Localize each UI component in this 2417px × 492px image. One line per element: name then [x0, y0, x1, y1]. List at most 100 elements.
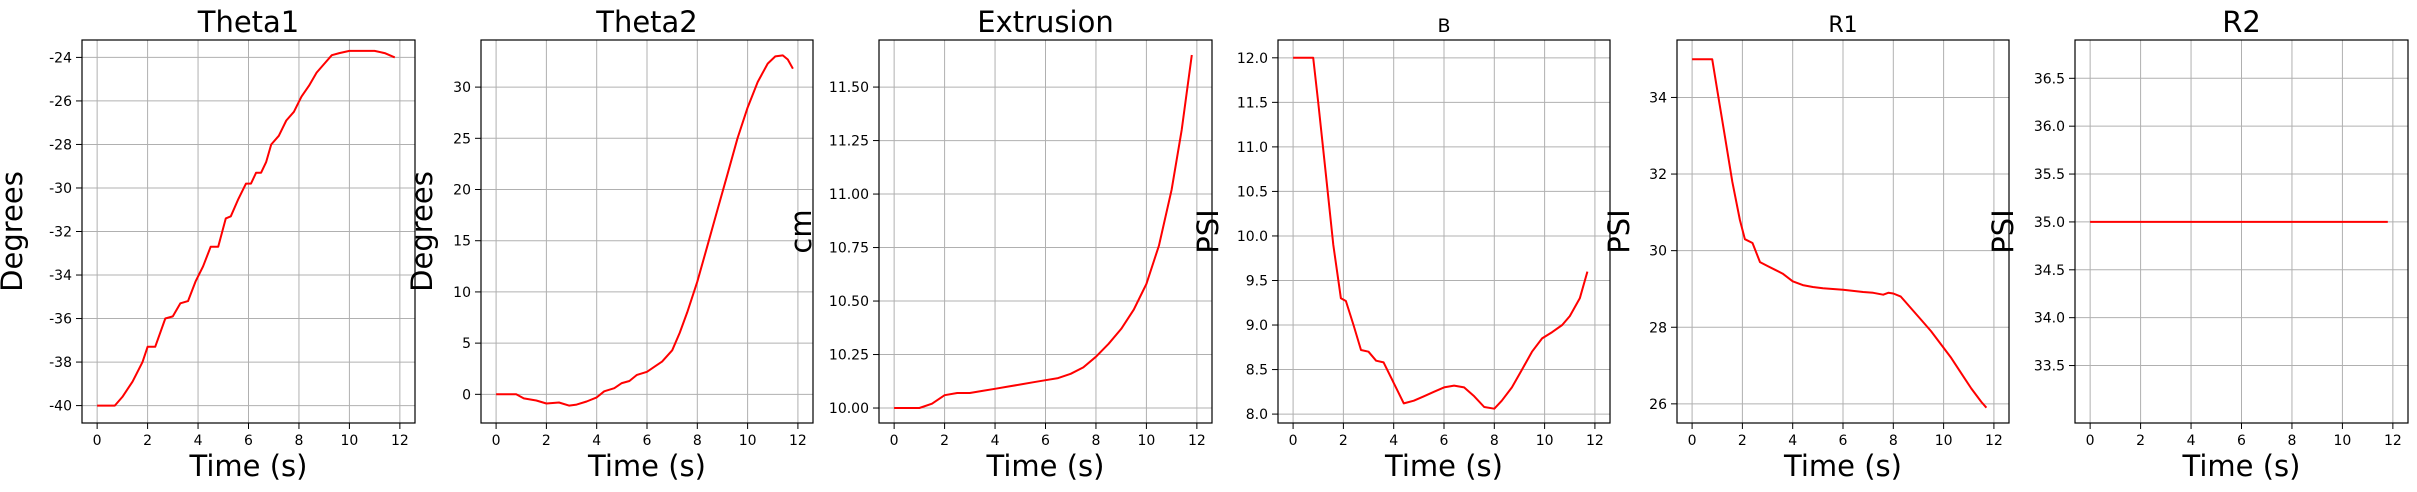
x-tick-label: 4	[592, 433, 601, 449]
x-tick-label: 2	[143, 433, 152, 449]
y-tick-label: -32	[49, 225, 72, 241]
x-tick-label: 2	[940, 433, 949, 449]
x-tick-label: 0	[93, 433, 102, 449]
x-tick-label: 10	[1935, 433, 1953, 449]
y-tick-label: -36	[49, 312, 72, 328]
series-line	[97, 49, 396, 407]
x-tick-label: 6	[1041, 433, 1050, 449]
y-axis-label: PSI	[1191, 209, 1225, 253]
y-tick-label: 34	[1649, 90, 1667, 106]
chart-title: R1	[1828, 13, 1857, 38]
y-tick-label: -26	[49, 94, 72, 110]
y-tick-label: 36.0	[2034, 119, 2065, 135]
x-tick-label: 6	[2237, 433, 2246, 449]
x-tick-label: 2	[2136, 433, 2145, 449]
y-tick-label: 10	[453, 285, 471, 301]
y-tick-label: 28	[1649, 320, 1667, 336]
y-tick-label: 34.5	[2034, 263, 2065, 279]
y-axis-label: PSI	[1986, 209, 2020, 253]
y-tick-label: -40	[49, 399, 72, 415]
y-axis-label: Degrees	[405, 171, 439, 292]
y-tick-label: 8.0	[1246, 407, 1268, 423]
y-tick-label: 12.0	[1237, 51, 1268, 67]
y-tick-label: 9.0	[1246, 318, 1268, 334]
chart-title: Theta1	[197, 5, 300, 39]
x-tick-label: 2	[542, 433, 551, 449]
x-tick-label: 12	[1985, 433, 2003, 449]
x-tick-label: 0	[1289, 433, 1298, 449]
x-tick-label: 8	[693, 433, 702, 449]
x-tick-label: 6	[643, 433, 652, 449]
chart-title: B	[1437, 15, 1450, 37]
x-axis-label: Time (s)	[189, 449, 308, 483]
x-axis-label: Time (s)	[986, 449, 1105, 483]
y-tick-label: 11.5	[1237, 95, 1268, 111]
x-tick-label: 12	[1586, 433, 1604, 449]
x-tick-label: 2	[1339, 433, 1348, 449]
x-tick-label: 4	[194, 433, 203, 449]
x-tick-label: 10	[1536, 433, 1554, 449]
y-tick-label: 10.00	[829, 401, 869, 417]
series-line	[894, 54, 1193, 409]
x-tick-label: 4	[1389, 433, 1398, 449]
chart-title: Extrusion	[977, 5, 1113, 39]
x-tick-label: 12	[391, 433, 409, 449]
y-tick-label: -34	[49, 268, 72, 284]
series-line	[496, 54, 794, 407]
x-tick-label: 4	[1788, 433, 1797, 449]
y-tick-label: -28	[49, 137, 72, 153]
x-axis-label: Time (s)	[1783, 449, 1902, 483]
y-tick-label: 10.0	[1237, 229, 1268, 245]
y-tick-label: 0	[462, 387, 471, 403]
x-axis-label: Time (s)	[587, 449, 706, 483]
y-tick-label: 11.50	[829, 80, 869, 96]
x-tick-label: 8	[1889, 433, 1898, 449]
y-tick-label: -24	[49, 50, 72, 66]
y-tick-label: 34.0	[2034, 311, 2065, 327]
y-tick-label: 15	[453, 234, 471, 250]
x-tick-label: 12	[1188, 433, 1206, 449]
x-tick-label: 10	[340, 433, 358, 449]
x-tick-label: 10	[1137, 433, 1155, 449]
x-tick-label: 0	[890, 433, 899, 449]
y-tick-label: 10.25	[829, 348, 869, 364]
y-axis-label: cm	[784, 209, 818, 253]
x-tick-label: 0	[2086, 433, 2095, 449]
y-tick-label: -30	[49, 181, 72, 197]
y-tick-label: 8.5	[1246, 363, 1268, 379]
y-tick-label: 11.00	[829, 187, 869, 203]
y-tick-label: 10.50	[829, 294, 869, 310]
y-axis-label: Degrees	[0, 171, 29, 292]
x-tick-label: 6	[244, 433, 253, 449]
x-axis-label: Time (s)	[2182, 449, 2301, 483]
x-tick-label: 10	[739, 433, 757, 449]
y-tick-label: 11.0	[1237, 140, 1268, 156]
x-tick-label: 2	[1738, 433, 1747, 449]
y-tick-label: 32	[1649, 167, 1667, 183]
x-tick-label: 4	[2187, 433, 2196, 449]
series-line	[1293, 56, 1589, 410]
x-tick-label: 6	[1839, 433, 1848, 449]
y-tick-label: 5	[462, 336, 471, 352]
y-tick-label: 30	[453, 80, 471, 96]
y-tick-label: 33.5	[2034, 359, 2065, 375]
y-tick-label: 11.25	[829, 134, 869, 150]
x-tick-label: 6	[1440, 433, 1449, 449]
x-tick-label: 0	[1688, 433, 1697, 449]
x-tick-label: 8	[2287, 433, 2296, 449]
y-axis-label: PSI	[1602, 209, 1636, 253]
y-tick-label: 10.5	[1237, 184, 1268, 200]
x-tick-label: 10	[2333, 433, 2351, 449]
x-tick-label: 12	[789, 433, 807, 449]
y-tick-label: -38	[49, 355, 72, 371]
y-tick-label: 10.75	[829, 241, 869, 257]
y-tick-label: 35.0	[2034, 215, 2065, 231]
x-tick-label: 8	[1490, 433, 1499, 449]
x-tick-label: 8	[294, 433, 303, 449]
y-tick-label: 26	[1649, 397, 1667, 413]
series-line	[1692, 58, 1988, 409]
x-tick-label: 4	[991, 433, 1000, 449]
y-tick-label: 36.5	[2034, 71, 2065, 87]
